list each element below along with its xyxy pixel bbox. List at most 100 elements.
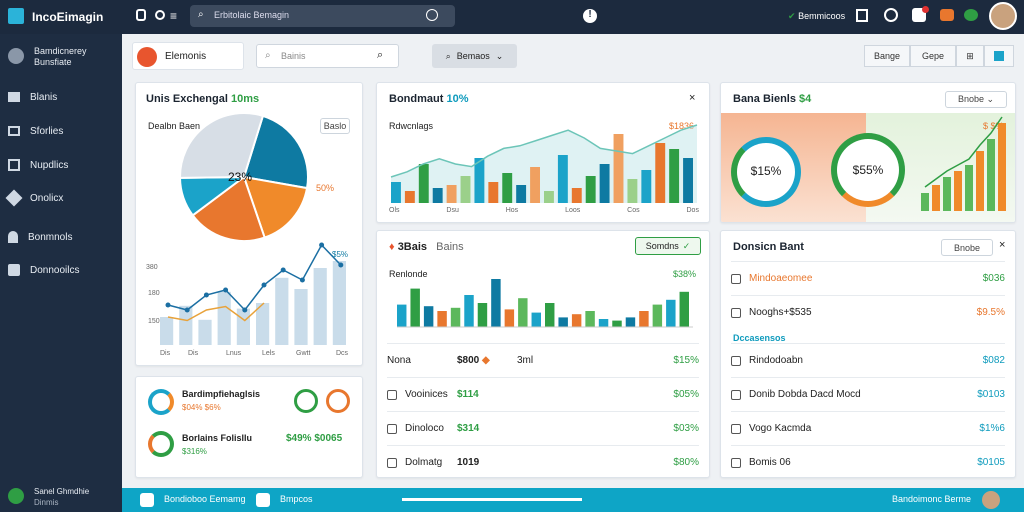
list-item[interactable]: Donib Dobda Dacd Mocd $0103	[731, 377, 1005, 411]
chevron-down-icon: ⌄	[495, 50, 504, 61]
table-row[interactable]: Vooinices $114 $05%	[387, 377, 699, 411]
sidebar-item-3[interactable]: Nupdlics	[8, 154, 118, 176]
donut-right-label: $55%	[852, 163, 884, 177]
card-badge[interactable]: Bnobe	[941, 239, 993, 256]
sidebar-item-1[interactable]: Blanis	[8, 86, 118, 108]
card-title: Bondmaut 10%	[389, 93, 469, 105]
search-placeholder: Bainis	[281, 51, 306, 61]
table-row[interactable]: Dinoloco $314 $03%	[387, 411, 699, 445]
axis-title: Renlonde	[389, 269, 428, 279]
grid-icon[interactable]	[856, 9, 868, 22]
bana-chart	[921, 116, 1006, 211]
chart-bar	[625, 317, 636, 327]
checkbox-icon[interactable]	[731, 457, 741, 468]
checkbox-icon[interactable]	[731, 389, 741, 400]
x-tick: Dis	[188, 350, 199, 357]
chat-icon[interactable]	[940, 9, 954, 21]
window-icon[interactable]	[136, 9, 146, 21]
sidebar-item-4[interactable]: Onolicx	[5, 187, 118, 209]
chart-bar	[397, 304, 407, 327]
x-tick: Loos	[565, 207, 581, 214]
main-search-input[interactable]: ⌕ Bainis ⌕	[256, 44, 399, 68]
x-tick: Lels	[262, 350, 275, 357]
download-icon[interactable]	[256, 493, 270, 507]
checkbox-icon[interactable]	[387, 389, 397, 400]
app-logo-icon	[8, 8, 24, 24]
checkbox-icon[interactable]	[731, 423, 741, 434]
list-item[interactable]: Rindodoabn $082	[731, 343, 1005, 377]
toggle-gepe[interactable]: Gepe	[910, 45, 956, 67]
checkbox-icon[interactable]	[387, 423, 397, 434]
close-icon[interactable]: ×	[689, 92, 696, 104]
dock-icon[interactable]	[984, 45, 1014, 67]
main-content: Elemonis ⌕ Bainis ⌕ ⌕ Bemaos ⌄ Bange Gepe …	[122, 34, 1024, 488]
layout-icon[interactable]: ⊞	[956, 45, 984, 67]
close-icon[interactable]: ×	[999, 239, 1006, 251]
chart-bar	[313, 268, 327, 345]
list-item[interactable]: Bomis 06 $0105	[731, 445, 1005, 477]
footer-avatar[interactable]	[982, 491, 1000, 509]
x-tick: Dis	[160, 350, 171, 357]
row-name: Donib Dobda Dacd Mocd	[749, 389, 861, 400]
info-icon[interactable]: !	[583, 9, 597, 23]
brand-label: Elemonis	[165, 51, 207, 62]
row-value: $0103	[977, 389, 1005, 400]
peak-label: $ $%	[983, 121, 1004, 131]
checkbox-icon[interactable]	[731, 355, 741, 366]
list-item[interactable]: Nooghs+$535 $9.5%	[731, 295, 1005, 329]
chart-bar	[179, 305, 193, 345]
card-subtitle: Dealbn Baen	[148, 121, 201, 131]
right-label: $38%	[673, 269, 697, 279]
chart-bar	[998, 123, 1006, 211]
sidebar-item-5[interactable]: Bonmnols	[8, 226, 118, 248]
footer-app-icon[interactable]	[140, 493, 154, 507]
menu-icon[interactable]: ≡	[170, 9, 178, 23]
chart-bar	[585, 176, 596, 203]
badge-icon	[294, 389, 318, 413]
chart-bar	[641, 170, 652, 203]
table-row[interactable]: Dolmatg 1019 $80%	[387, 445, 699, 477]
filter-select[interactable]: Bnobe ⌄	[945, 91, 1007, 108]
cloud-icon[interactable]	[964, 9, 978, 21]
checkbox-icon[interactable]	[731, 307, 741, 318]
list-item[interactable]: Vogo Kacmda $1%6	[731, 411, 1005, 445]
row-value: $082	[982, 355, 1005, 366]
settings-icon[interactable]	[884, 8, 898, 22]
user-avatar[interactable]	[989, 2, 1017, 30]
sort-button[interactable]: Somdns ✓	[635, 237, 701, 255]
profile-icon	[8, 48, 24, 64]
chart-bar	[943, 177, 951, 211]
circle-icon[interactable]	[155, 10, 165, 20]
search-icon: ⌕	[265, 50, 271, 61]
card-title: Bana Bienls $4	[733, 93, 812, 105]
app-title: IncoEimagin	[32, 10, 104, 24]
exchange-card: Unis Exchengal 10ms Dealbn Baen Baslo 23…	[135, 82, 363, 366]
sidebar-item-2[interactable]: Sforlies	[8, 120, 118, 142]
line-point	[319, 242, 325, 248]
voice-icon[interactable]	[426, 9, 438, 21]
sidebar-item-6[interactable]: Donnooilcs	[8, 259, 118, 281]
row-mid: 1019	[457, 457, 480, 468]
top-bar: IncoEimagin ≡ ⌕ Erbitolaic Bemagin ! ✔ B…	[0, 0, 1024, 34]
checkbox-icon[interactable]	[731, 273, 741, 284]
filter-dropdown[interactable]: ⌕ Bemaos ⌄	[432, 44, 517, 68]
sidebar-footer-sub: Dinmis	[34, 498, 59, 507]
chart-bar	[599, 164, 610, 203]
card-badge[interactable]: Baslo	[320, 118, 350, 134]
y-tick: 180	[148, 290, 160, 297]
badge-icon	[326, 389, 350, 413]
progress-track[interactable]	[402, 498, 582, 501]
checkbox-icon[interactable]	[387, 457, 397, 468]
table-row[interactable]: Nona $800 ◆ 3ml $15%	[387, 343, 699, 377]
search-bar[interactable]: ⌕ Erbitolaic Bemagin	[190, 5, 455, 27]
bana-card: Bana Bienls $4 Bnobe ⌄ $15% $55% $ $%	[720, 82, 1016, 223]
list-item[interactable]: Mindoaeomee $036	[731, 261, 1005, 295]
brand-chip[interactable]: Elemonis	[132, 42, 244, 70]
chart-bar	[530, 167, 540, 203]
row-name: Dinoloco	[405, 423, 444, 434]
chart-bar	[669, 149, 680, 203]
toggle-bange[interactable]: Bange	[864, 45, 910, 67]
line-point	[184, 307, 190, 313]
pie-slice	[179, 112, 265, 179]
notification-dot	[922, 6, 929, 13]
